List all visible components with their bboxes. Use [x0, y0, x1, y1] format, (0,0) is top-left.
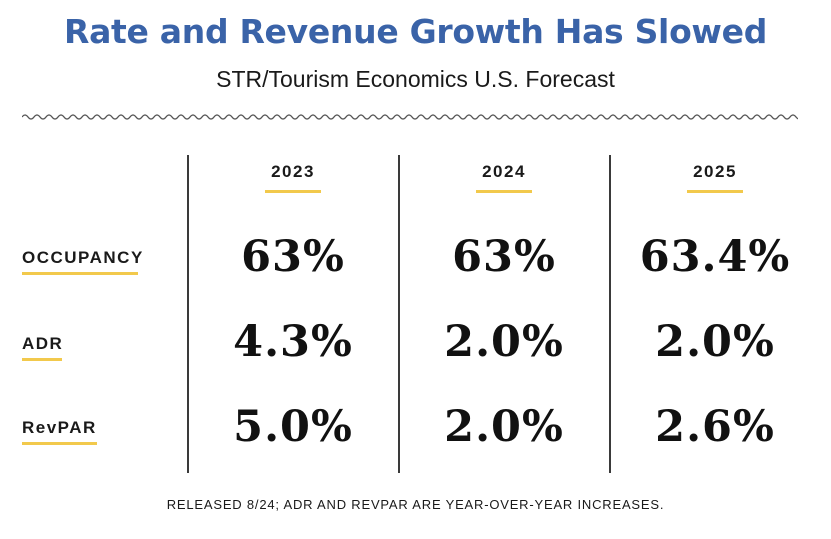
row-label-adr: ADR: [22, 334, 64, 353]
cell-occupancy-2024: 63%: [452, 232, 556, 282]
chart-subtitle: STR/Tourism Economics U.S. Forecast: [216, 66, 615, 92]
row-label-revpar: RevPAR: [22, 418, 97, 437]
footnote: RELEASED 8/24; ADR AND REVPAR ARE YEAR-O…: [166, 497, 665, 512]
column-header-underline: [687, 190, 743, 193]
cell-adr-2024: 2.0%: [444, 317, 564, 367]
column-header-underline: [265, 190, 321, 193]
column-divider: [398, 155, 400, 473]
column-divider: [187, 155, 189, 473]
column-divider: [609, 155, 611, 473]
row-label-underline: [22, 358, 62, 361]
column-header-underline: [476, 190, 532, 193]
cell-occupancy-2023: 63%: [241, 232, 345, 282]
cell-revpar-2024: 2.0%: [444, 402, 564, 452]
column-header-2024: 2024: [482, 162, 526, 181]
cell-adr-2023: 4.3%: [233, 317, 353, 367]
cell-revpar-2025: 2.6%: [655, 402, 775, 452]
column-header-2025: 2025: [693, 162, 737, 181]
cell-occupancy-2025: 63.4%: [639, 232, 791, 282]
cell-adr-2025: 2.0%: [655, 317, 775, 367]
column-header-2023: 2023: [271, 162, 315, 181]
row-label-underline: [22, 442, 97, 445]
chart-title: Rate and Revenue Growth Has Slowed: [63, 12, 768, 51]
row-label-underline: [22, 272, 138, 275]
wavy-divider: [22, 114, 798, 120]
row-label-occupancy: OCCUPANCY: [22, 248, 144, 267]
cell-revpar-2023: 5.0%: [233, 402, 353, 452]
